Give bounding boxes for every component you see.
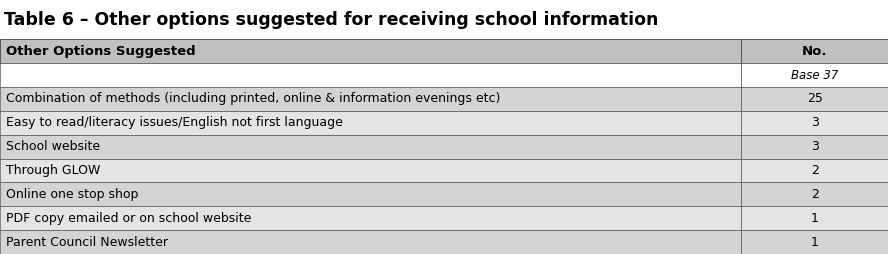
Text: School website: School website xyxy=(6,140,100,153)
Bar xyxy=(741,111,888,135)
Text: 25: 25 xyxy=(807,92,822,105)
Bar xyxy=(0,206,741,230)
Bar xyxy=(741,230,888,254)
Bar xyxy=(0,111,741,135)
Text: Parent Council Newsletter: Parent Council Newsletter xyxy=(6,235,168,249)
Text: Table 6 – Other options suggested for receiving school information: Table 6 – Other options suggested for re… xyxy=(4,11,659,29)
Text: 3: 3 xyxy=(811,116,819,129)
Bar xyxy=(741,63,888,87)
Bar xyxy=(0,182,741,206)
Bar xyxy=(741,182,888,206)
Text: PDF copy emailed or on school website: PDF copy emailed or on school website xyxy=(6,212,251,225)
Text: Base 37: Base 37 xyxy=(791,69,838,82)
Bar xyxy=(0,63,741,87)
Text: Online one stop shop: Online one stop shop xyxy=(6,188,139,201)
Bar xyxy=(741,158,888,182)
Text: 2: 2 xyxy=(811,188,819,201)
Bar xyxy=(0,135,741,158)
Bar xyxy=(741,135,888,158)
Text: 1: 1 xyxy=(811,212,819,225)
Text: No.: No. xyxy=(802,45,828,58)
Bar xyxy=(741,87,888,111)
Bar xyxy=(0,39,741,63)
Bar xyxy=(741,206,888,230)
Text: Easy to read/literacy issues/English not first language: Easy to read/literacy issues/English not… xyxy=(6,116,343,129)
Text: Other Options Suggested: Other Options Suggested xyxy=(6,45,196,58)
Bar xyxy=(741,39,888,63)
Text: Combination of methods (including printed, online & information evenings etc): Combination of methods (including printe… xyxy=(6,92,501,105)
Text: 1: 1 xyxy=(811,235,819,249)
Bar xyxy=(0,87,741,111)
Text: Through GLOW: Through GLOW xyxy=(6,164,100,177)
Text: 2: 2 xyxy=(811,164,819,177)
Bar xyxy=(0,158,741,182)
Text: 3: 3 xyxy=(811,140,819,153)
Bar xyxy=(0,230,741,254)
